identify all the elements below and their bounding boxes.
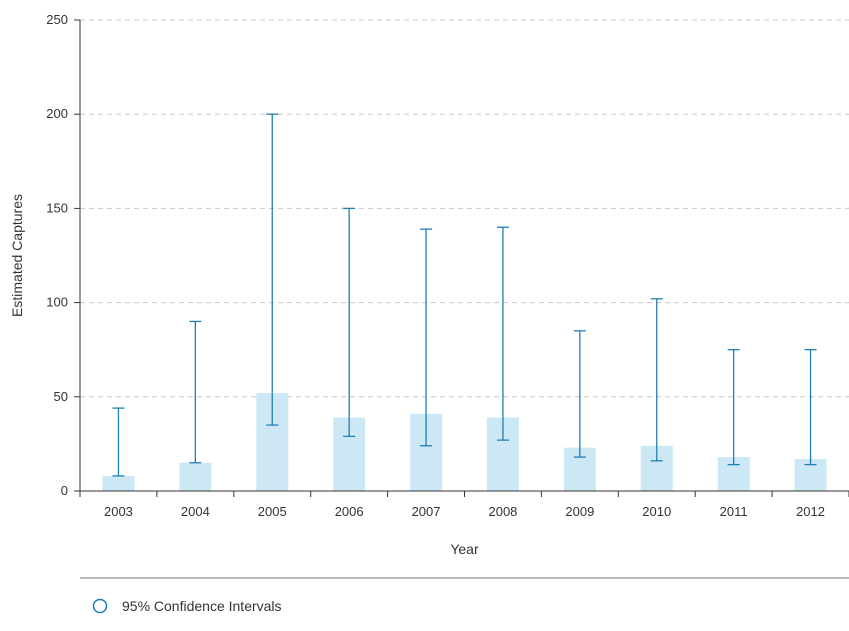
x-axis-title: Year xyxy=(450,541,479,557)
error-bar-2004 xyxy=(189,320,202,464)
y-tick-label-50: 50 xyxy=(54,389,68,404)
x-tick-label-2006: 2006 xyxy=(335,504,364,519)
bars xyxy=(102,393,827,491)
y-tick-label-100: 100 xyxy=(46,295,68,310)
x-tick-label-2009: 2009 xyxy=(565,504,594,519)
x-tick-label-2010: 2010 xyxy=(642,504,671,519)
x-tick-label-2012: 2012 xyxy=(796,504,825,519)
legend[interactable]: 95% Confidence Intervals xyxy=(92,598,282,614)
x-tick-label-2011: 2011 xyxy=(720,504,748,519)
error-bar-2008 xyxy=(496,226,509,441)
error-bar-2005 xyxy=(266,113,279,426)
error-bar-2009 xyxy=(573,330,586,458)
bar-2003 xyxy=(102,475,135,491)
x-tick-label-2003: 2003 xyxy=(104,504,133,519)
error-bar-2011 xyxy=(727,349,740,466)
error-bar-2012 xyxy=(804,349,817,466)
y-tick-label-250: 250 xyxy=(46,12,68,27)
legend-marker-icon[interactable] xyxy=(92,598,108,614)
error-bar-2007 xyxy=(420,228,433,447)
error-bar-2006 xyxy=(343,207,356,438)
y-axis-title: Estimated Captures xyxy=(9,194,25,317)
grid-lines xyxy=(80,19,849,398)
x-tick-label-2008: 2008 xyxy=(488,504,517,519)
error-bars xyxy=(112,113,817,477)
bar-2004 xyxy=(179,462,212,491)
error-bar-2010 xyxy=(650,298,663,462)
legend-label[interactable]: 95% Confidence Intervals xyxy=(122,598,282,614)
y-tick-labels: 0 50 100 150 200 250 xyxy=(46,12,80,498)
y-tick-label-200: 200 xyxy=(46,106,68,121)
error-bar-2003 xyxy=(112,407,125,477)
x-tick-label-2004: 2004 xyxy=(181,504,210,519)
y-tick-label-150: 150 xyxy=(46,200,68,215)
x-tick-label-2005: 2005 xyxy=(258,504,287,519)
y-tick-label-0: 0 xyxy=(61,483,68,498)
x-tick-labels: 2003 2004 2005 2006 2007 2008 2009 2010 2011 2012 xyxy=(79,491,849,519)
x-tick-label-2007: 2007 xyxy=(412,504,441,519)
